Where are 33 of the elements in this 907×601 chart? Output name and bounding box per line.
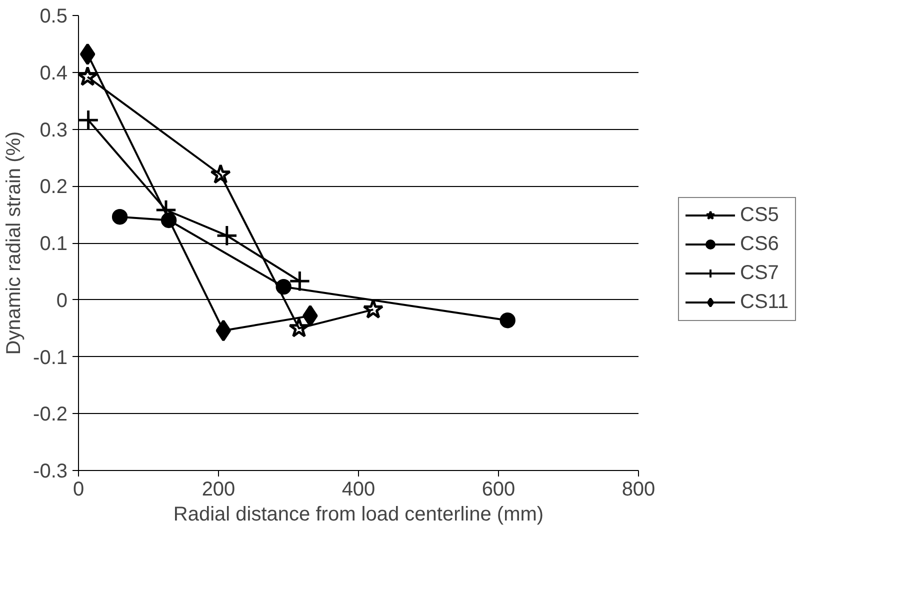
- legend-label: CS11: [740, 290, 789, 314]
- x-axis-title: Radial distance from load centerline (mm): [173, 504, 544, 526]
- point: [210, 164, 231, 184]
- y-tick-label: 0.5: [40, 6, 68, 28]
- x-tick-label: 200: [202, 478, 236, 500]
- point: [80, 43, 96, 66]
- x-tick-label: 0: [72, 478, 84, 500]
- point: [288, 270, 311, 292]
- point: [77, 66, 98, 86]
- y-tick-label: 0.3: [40, 119, 68, 142]
- point: [288, 317, 310, 338]
- x-tick-label: 600: [482, 478, 516, 500]
- y-axis-title: Dynamic radial strain (%): [3, 131, 26, 355]
- point: [112, 209, 128, 225]
- y-tick-label: 0: [56, 290, 68, 312]
- point: [77, 109, 100, 131]
- point: [216, 224, 238, 246]
- point: [276, 278, 292, 295]
- point: [500, 312, 516, 328]
- x-tick-label: 800: [622, 478, 656, 500]
- legend-label: CS5: [740, 204, 779, 226]
- point: [216, 320, 232, 342]
- legend-label: CS6: [740, 232, 779, 256]
- y-tick-label: 0.1: [40, 233, 68, 255]
- y-tick-label: 0.2: [40, 176, 68, 198]
- y-tick-label: -0.2: [33, 404, 68, 426]
- y-tick-label: -0.3: [33, 460, 68, 482]
- legend-label: CS7: [740, 262, 779, 284]
- point: [362, 298, 384, 319]
- point: [160, 212, 177, 228]
- y-tick-label: 0.4: [40, 62, 68, 84]
- x-tick-label: 400: [342, 478, 376, 500]
- y-tick-label: -0.1: [33, 346, 68, 369]
